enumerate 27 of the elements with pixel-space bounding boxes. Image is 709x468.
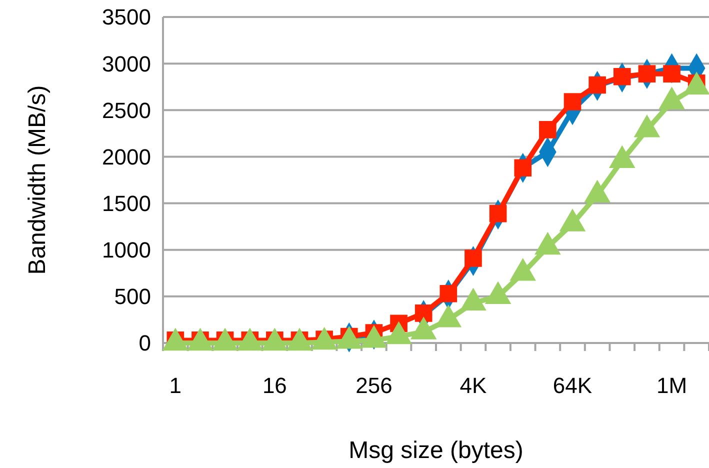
point [440, 284, 458, 302]
y-axis-title: Bandwidth (MB/s) [24, 85, 51, 275]
point [663, 65, 680, 82]
y-tick-label: 1000 [102, 238, 151, 263]
x-tick-label: 1M [656, 373, 688, 398]
y-tick-label: 2500 [102, 98, 151, 123]
x-tick-label: 256 [356, 373, 392, 398]
x-tick-label: 16 [262, 373, 287, 398]
y-tick-label: 0 [138, 330, 151, 356]
y-tick-label: 1500 [102, 190, 151, 216]
point [638, 65, 656, 82]
point [489, 204, 507, 222]
y-tick-label: 2000 [102, 144, 151, 170]
x-tick-label: 4K [460, 373, 487, 398]
point [613, 68, 631, 86]
point [464, 250, 482, 267]
y-tick-label: 3500 [102, 4, 151, 30]
x-tick-label: 1 [169, 373, 182, 398]
point [539, 121, 556, 138]
y-tick-label: 500 [114, 284, 151, 310]
point [514, 159, 532, 177]
x-axis-title: Msg size (bytes) [348, 437, 524, 464]
x-tick-label: 64K [552, 373, 592, 398]
point [414, 304, 432, 322]
y-tick-label: 3000 [102, 51, 151, 76]
point [564, 93, 582, 110]
point [588, 76, 606, 94]
